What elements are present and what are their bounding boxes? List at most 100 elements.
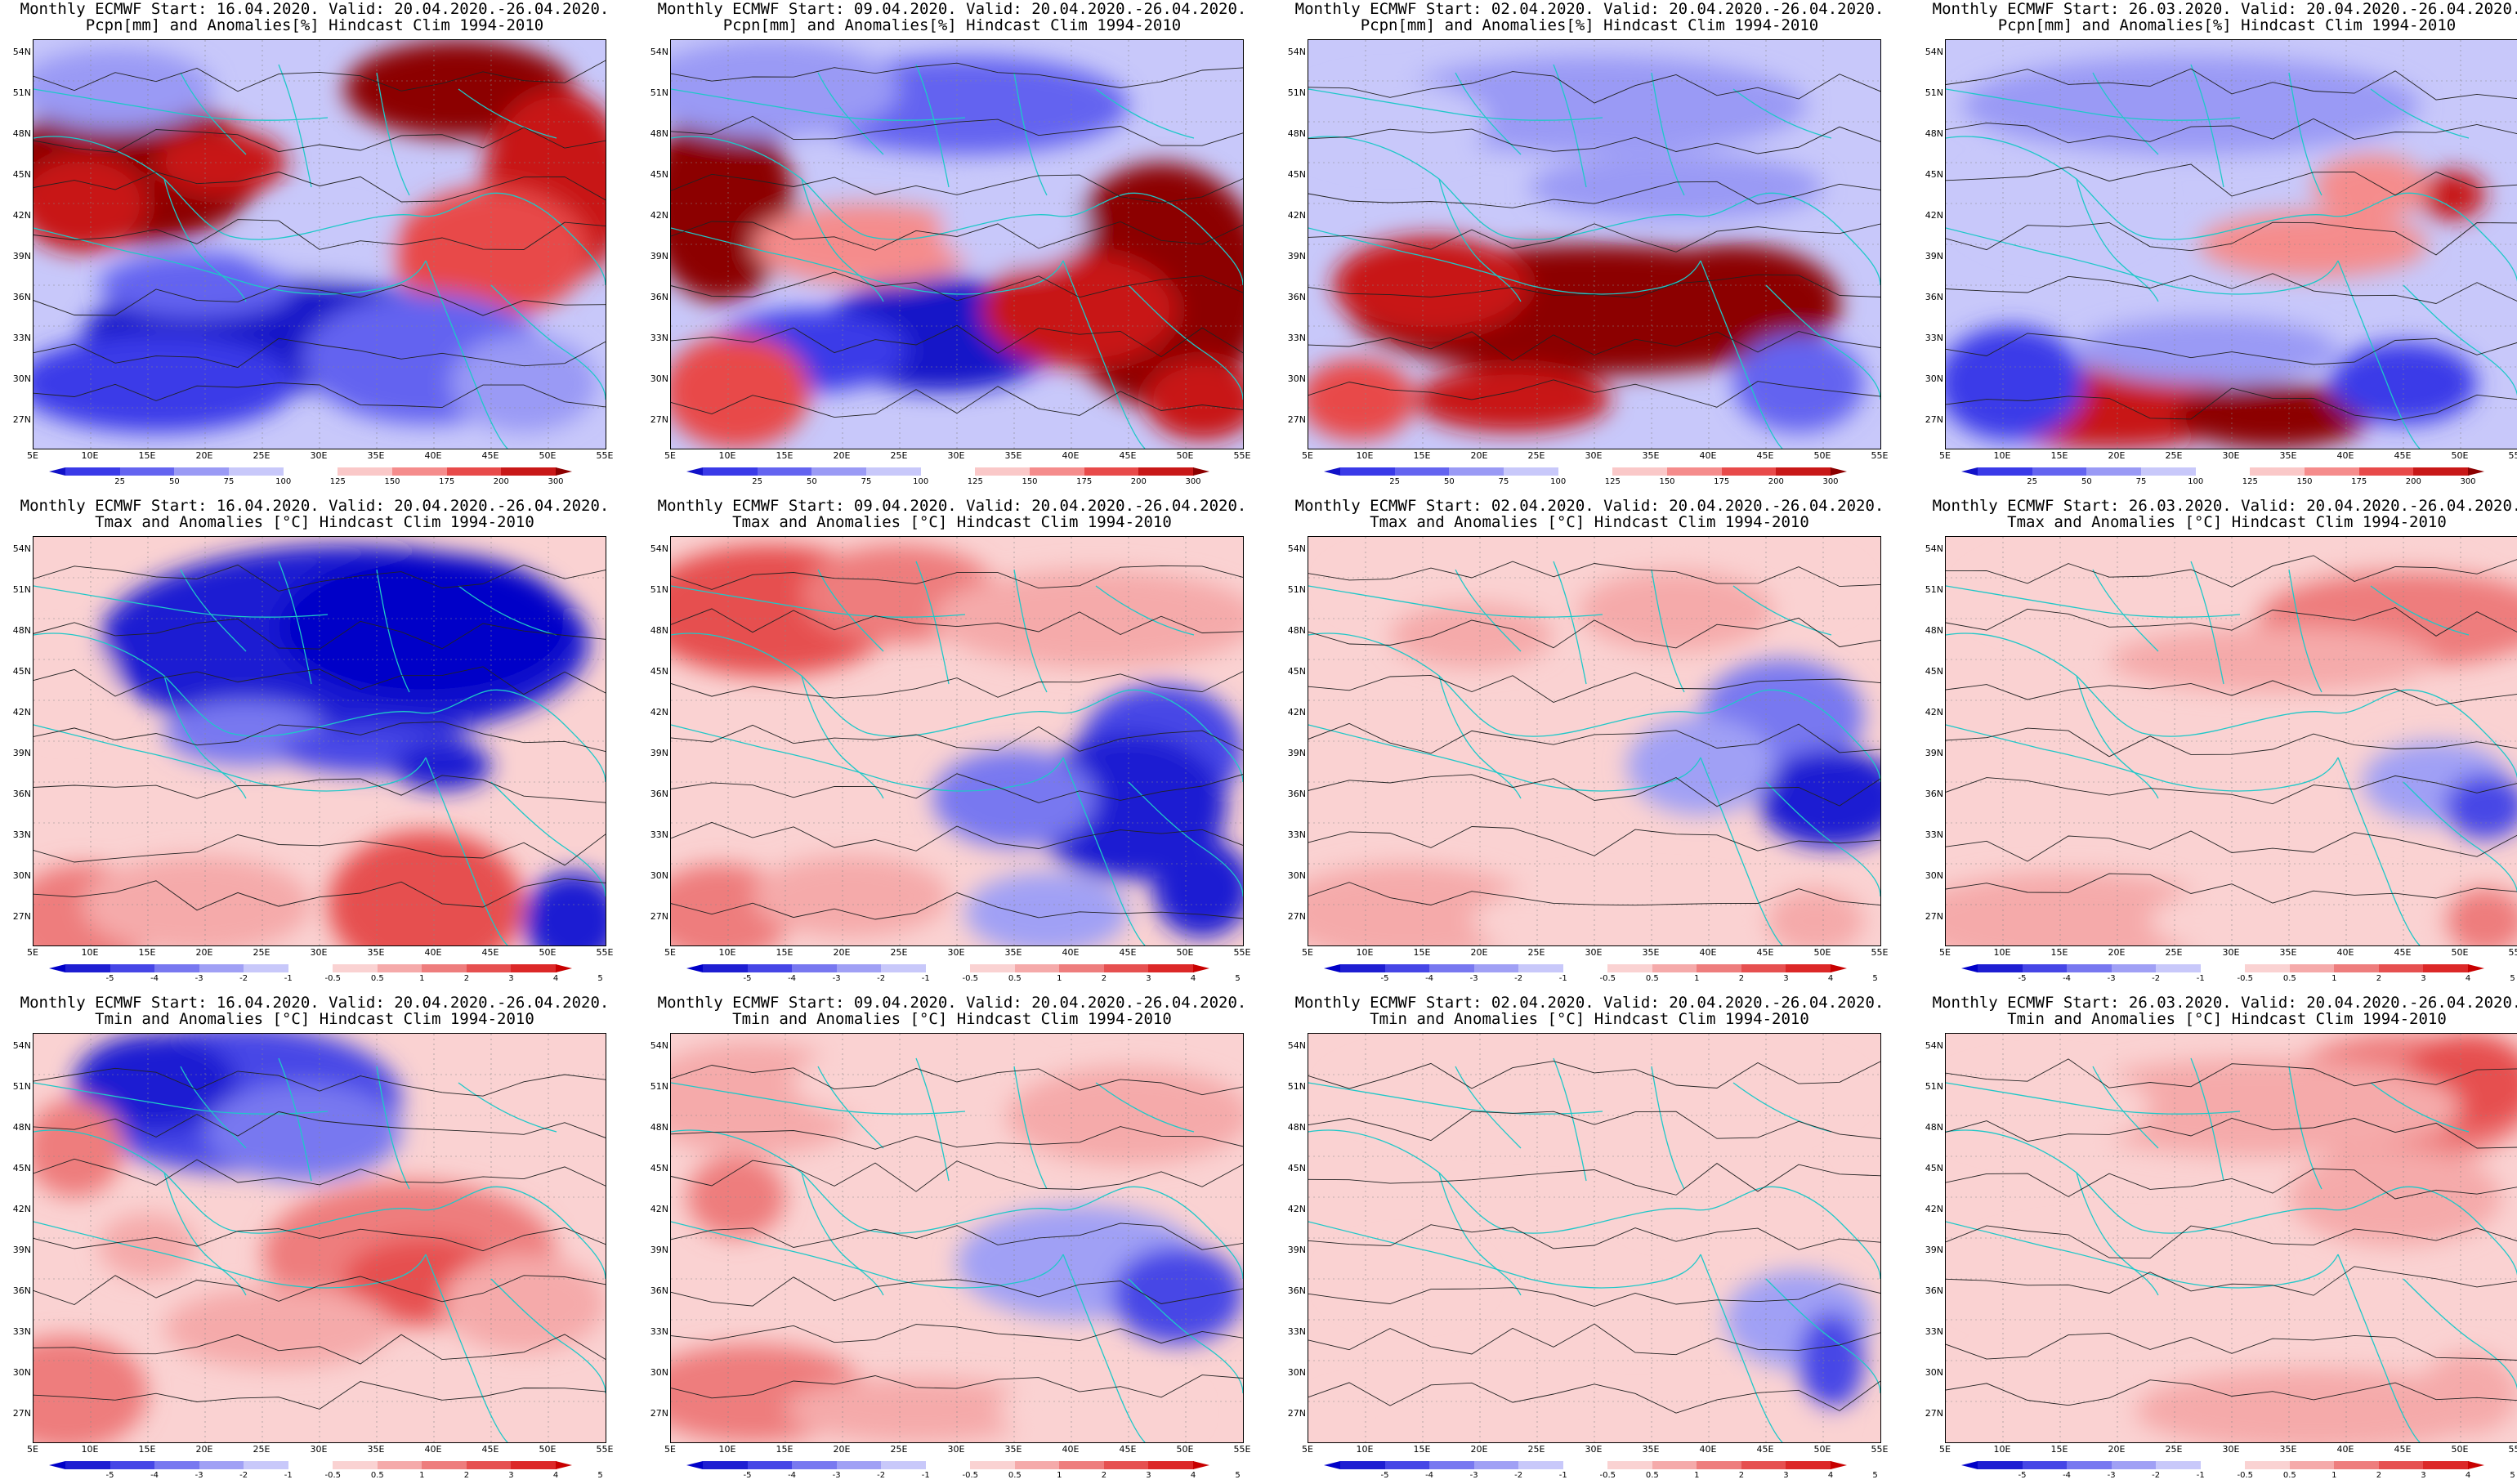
longitude-label: 55E [596,450,614,461]
legend-color-box [1612,467,1668,476]
contour-line [34,219,606,250]
coastline [2092,1057,2323,1190]
longitude-label: 25E [1527,947,1545,958]
legend-tick-label: 25 [114,477,126,486]
contour-line [1946,830,2517,862]
legend-color-box [920,467,977,476]
latitude-label: 51N [12,87,31,98]
coastline [180,1057,410,1190]
legend-color-box [2250,467,2305,476]
legend-color-box [288,1461,334,1469]
longitude-label: 15E [1413,450,1431,461]
legend-tick-label: 300 [548,477,564,486]
legend-tick-label: 4 [552,1471,559,1480]
latitude-label: 39N [1287,251,1306,261]
coastline [34,1221,427,1289]
legend-max-arrow [1193,467,1209,476]
latitude-label: 45N [650,169,668,180]
longitude-label: 20E [2108,450,2126,461]
latitude-label: 45N [1925,666,1943,677]
legend-color-box [1340,1461,1386,1469]
legend-tick-label: 0.5 [1645,1471,1659,1480]
legend-tick-label: 3 [1783,1471,1789,1480]
contour-line [34,1381,606,1410]
legend-tick-label: 5 [1235,1471,1241,1480]
coastline [34,724,427,792]
contour-line [1946,555,2517,588]
legend-tick-label: -5 [743,1471,752,1480]
longitude-label: 25E [2165,1444,2183,1455]
contour-line [671,608,1243,636]
panel-title: Monthly ECMWF Start: 26.03.2020. Valid: … [1932,0,2517,18]
legend-tick-label: -3 [194,974,203,983]
longitude-label: 40E [1699,1444,1717,1455]
legend-tick-label: 4 [1190,1471,1196,1480]
coastline [1765,284,1880,400]
latitude-label: 30N [650,373,668,384]
map-panel: Monthly ECMWF Start: 16.04.2020. Valid: … [0,497,629,987]
latitude-label: 33N [1925,333,1943,343]
legend-color-box [2156,964,2202,972]
latitude-label: 33N [650,829,668,840]
legend-color-box [2022,964,2068,972]
longitude-label: 20E [1470,947,1488,958]
legend-tick-label: 5 [1872,1471,1878,1480]
panel-title: Monthly ECMWF Start: 02.04.2020. Valid: … [1294,994,1884,1012]
latitude-label: 39N [1925,251,1943,261]
legend-color-box [836,964,883,972]
contour-line [34,666,606,697]
latitude-label: 48N [12,128,31,139]
legend-tick-label: 200 [493,477,509,486]
anomaly-shading [1733,334,1864,432]
legend-color-box [2413,467,2469,476]
coastline [34,227,427,295]
legend-color-box [2358,467,2415,476]
longitude-label: 10E [81,450,99,461]
coastline [2092,561,2323,693]
legend-tick-label: 175 [2351,477,2367,486]
latitude-label: 36N [650,292,668,302]
coastline [671,136,1243,286]
legend-tick-label: 75 [861,477,872,486]
coastline [1946,1129,2517,1276]
legend-tick-label: 200 [1130,477,1147,486]
longitude-label: 35E [1642,1444,1660,1455]
legend-tick-label: 2 [1101,1471,1107,1480]
contour-line [1308,1111,1880,1142]
contour-line [1308,774,1880,807]
latitude-label: 27N [650,1408,668,1419]
anomaly-shading [2420,1352,2517,1434]
legend-color-box [1014,964,1061,972]
legend-tick-label: -4 [2063,1471,2072,1480]
panel-subtitle: Tmin and Anomalies [°C] Hindcast Clim 19… [1370,1010,1809,1028]
contour-line [1308,274,1880,298]
latitude-label: 30N [1925,1367,1943,1378]
legend-tick-label: -3 [832,1471,841,1480]
anomaly-shading [450,334,597,432]
longitude-label: 10E [81,1444,99,1455]
legend-tick-label: -0.5 [2237,974,2254,983]
longitude-label: 30E [1585,947,1603,958]
legend-color-box [2032,467,2088,476]
anomaly-shading [442,1254,606,1352]
legend-tick-label: -0.5 [962,1471,979,1480]
anomaly-map [1945,39,2517,449]
latitude-label: 51N [12,584,31,595]
anomaly-shading [981,253,1178,367]
legend-tick-label: -2 [239,1471,248,1480]
latitude-label: 51N [1925,87,1943,98]
legend-tick-label: 4 [2465,974,2471,983]
legend-color-box [1429,1461,1475,1469]
contour-line [1946,68,2517,101]
anomaly-shading [328,831,524,945]
longitude-label: 25E [890,1444,908,1455]
longitude-label: 55E [1871,1444,1889,1455]
latitude-label: 48N [1925,1122,1943,1133]
anomaly-shading [34,48,213,130]
contour-line [1308,672,1880,704]
latitude-label: 45N [1287,666,1306,677]
legend-color-box [1384,964,1431,972]
legend-color-box [1473,1461,1520,1469]
contour-line [34,171,606,203]
longitude-label: 35E [2279,450,2297,461]
